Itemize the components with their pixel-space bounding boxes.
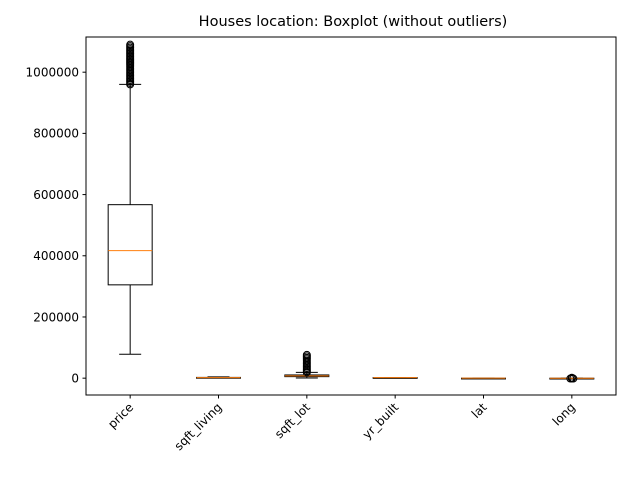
y-tick-label: 200000 xyxy=(33,310,79,324)
x-tick-label: long xyxy=(550,400,578,428)
x-axis: price sqft_living sqft_lot yr_built lat long xyxy=(105,395,578,453)
box-yr_built xyxy=(372,377,418,379)
x-tick-label: price xyxy=(105,400,136,431)
x-tick-label: sqft_lot xyxy=(272,400,313,441)
y-tick-label: 400000 xyxy=(33,249,79,263)
iqr-box xyxy=(107,204,153,286)
outlier-marker xyxy=(566,374,575,383)
box-price xyxy=(107,40,153,355)
y-tick-label: 600000 xyxy=(33,188,79,202)
chart-title: Houses location: Boxplot (without outlie… xyxy=(199,14,508,30)
outlier-marker xyxy=(126,40,135,49)
outlier-marker xyxy=(302,350,311,359)
plot-area xyxy=(107,40,595,383)
x-tick-label: sqft_living xyxy=(172,400,225,453)
box-sqft_lot xyxy=(284,350,330,379)
box-long xyxy=(549,373,595,383)
x-tick-label: lat xyxy=(469,400,490,421)
y-tick-label: 800000 xyxy=(33,127,79,141)
axes-frame xyxy=(85,36,617,396)
y-tick-label: 1000000 xyxy=(26,65,79,79)
box-lat xyxy=(461,377,506,380)
x-tick-label: yr_built xyxy=(360,400,402,442)
box-sqft_living xyxy=(196,376,241,379)
outlier-markers xyxy=(302,350,311,377)
y-tick-label: 0 xyxy=(71,371,79,385)
y-axis: 0 200000 400000 600000 800000 1000000 xyxy=(26,65,86,385)
outlier-markers xyxy=(566,373,578,383)
outlier-marker xyxy=(569,374,578,383)
outlier-markers xyxy=(126,40,135,89)
